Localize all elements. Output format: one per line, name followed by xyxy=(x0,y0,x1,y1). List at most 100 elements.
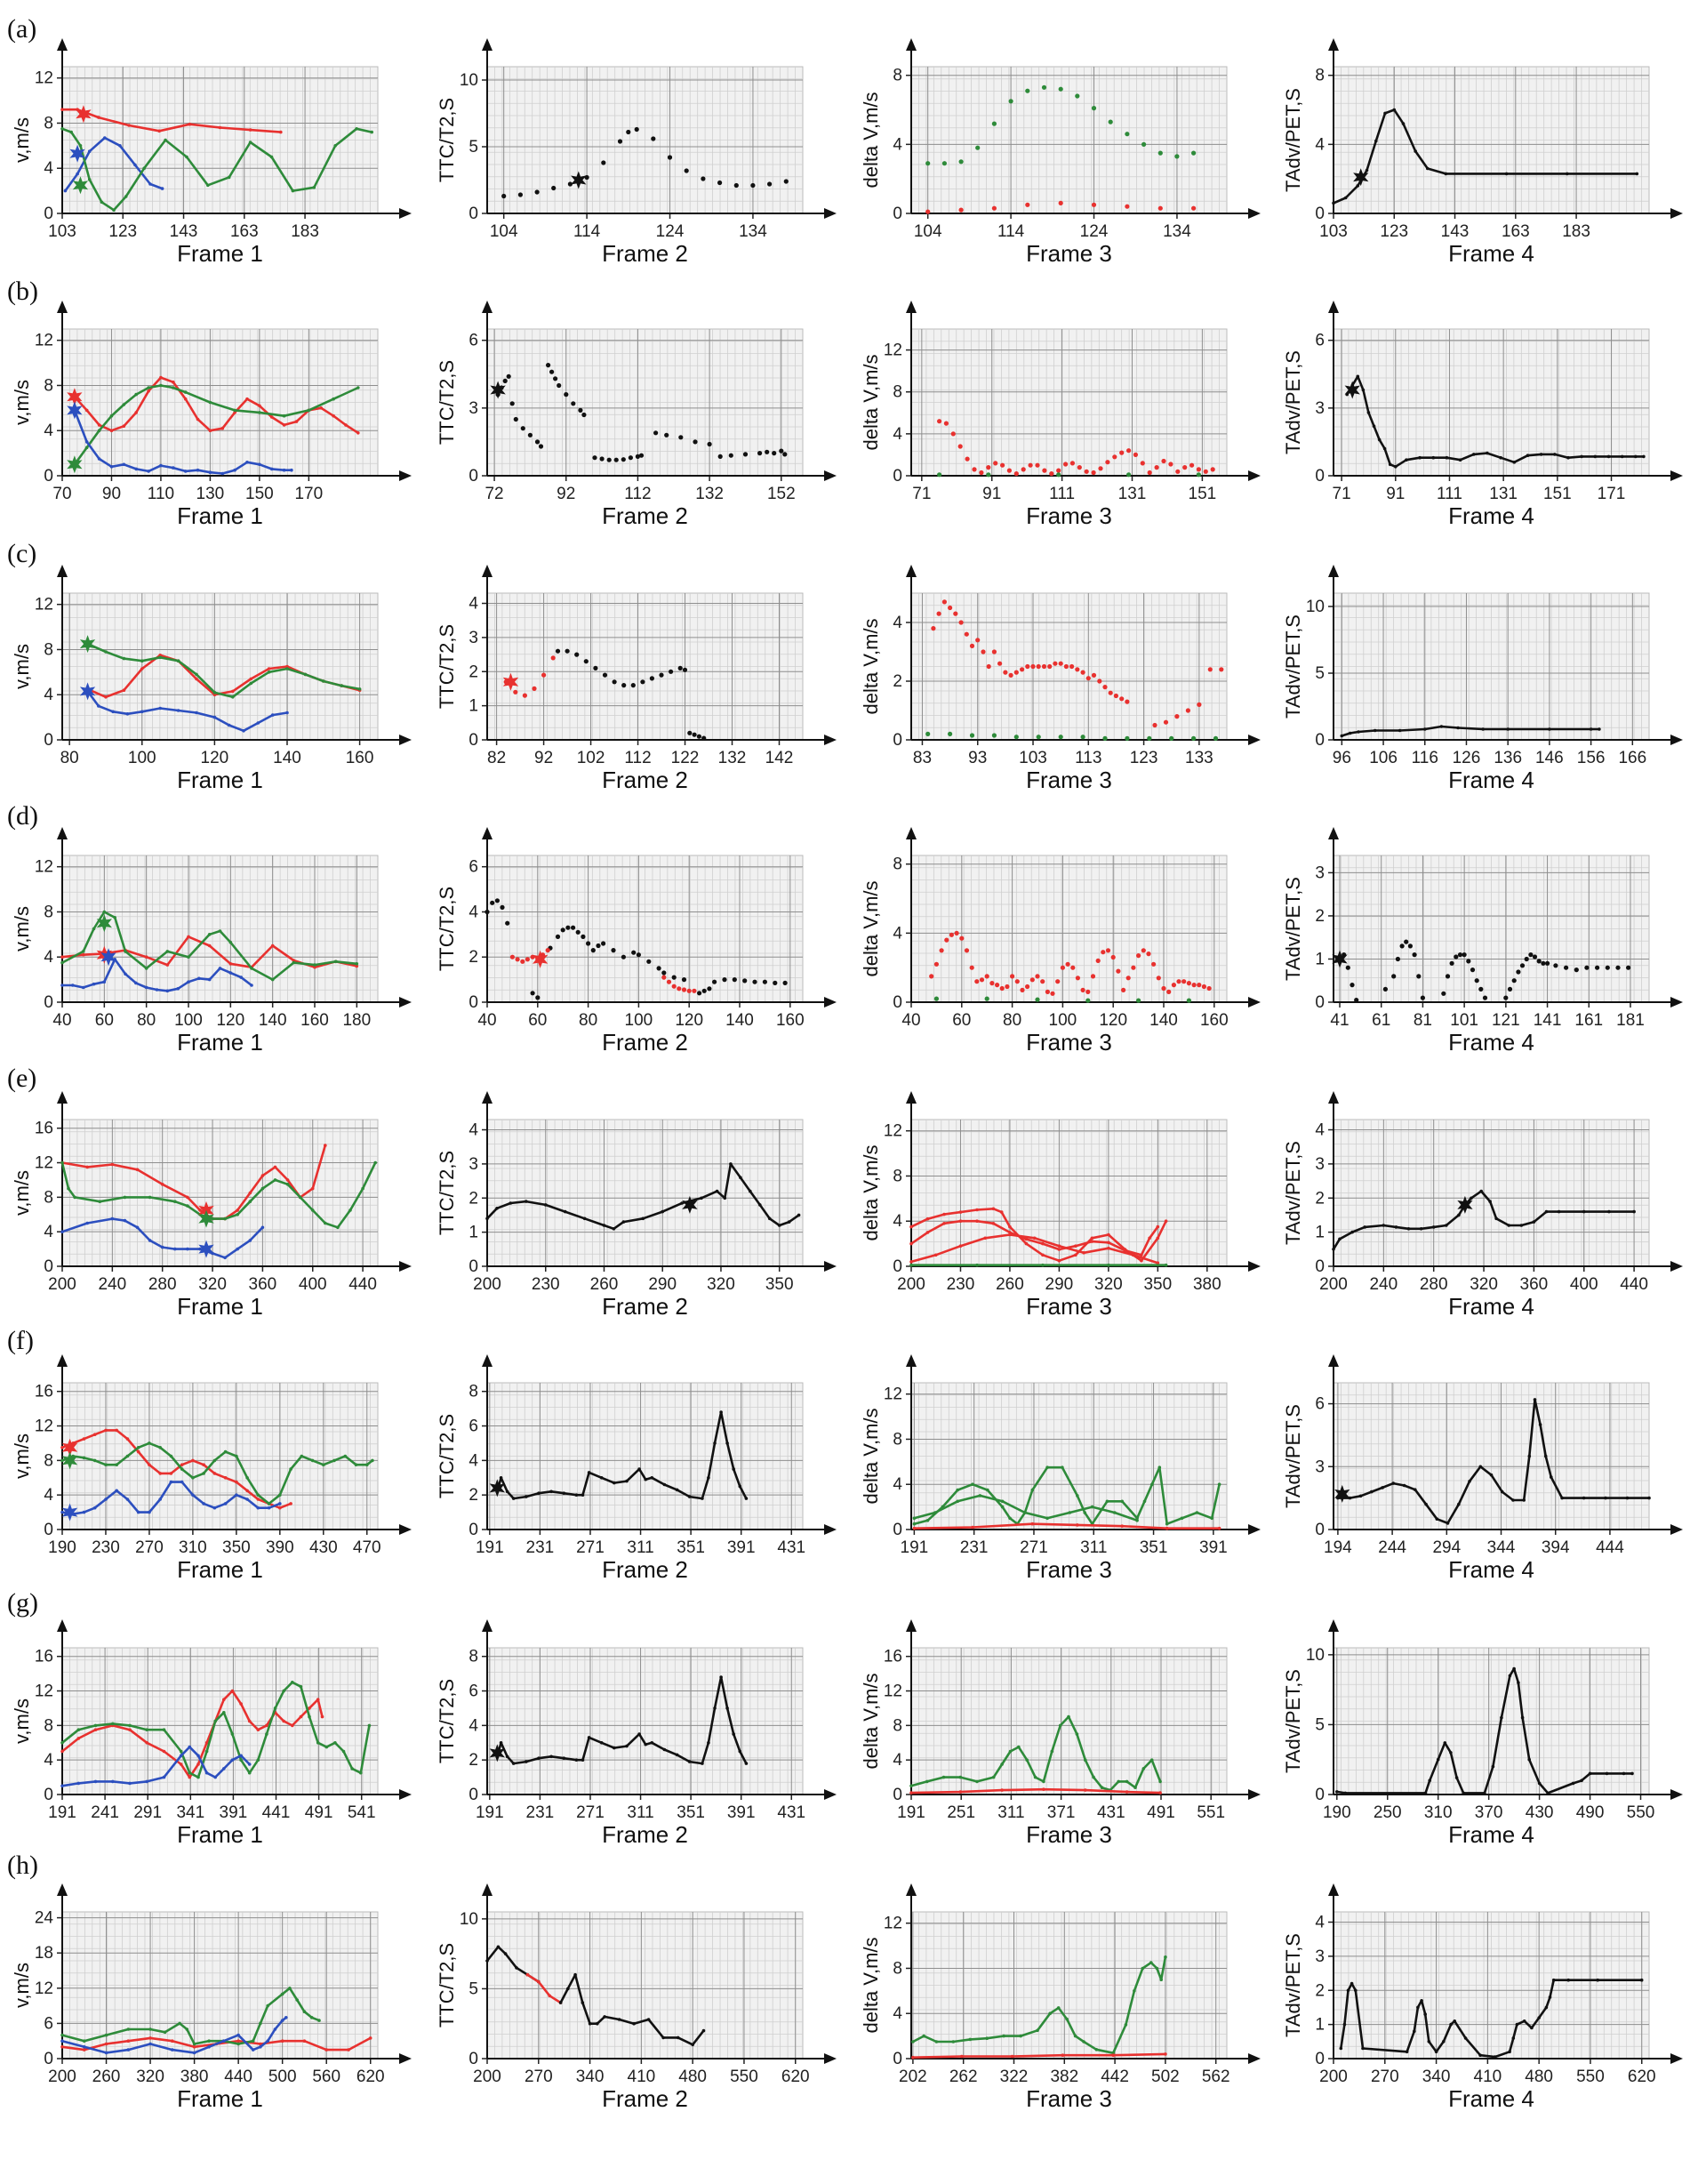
data-point xyxy=(87,178,92,181)
data-point xyxy=(599,1476,604,1480)
data-point xyxy=(313,965,316,969)
x-tick-label: 160 xyxy=(776,1011,805,1030)
y-axis-label: TAdv/PET,S xyxy=(1282,1933,1304,2037)
data-point xyxy=(1354,998,1359,1003)
series-green2 xyxy=(912,1494,1139,1522)
x-tick-label: 240 xyxy=(98,1275,126,1294)
y-tick-label: 2 xyxy=(893,672,902,691)
data-point xyxy=(1020,667,1025,672)
data-point xyxy=(1539,453,1543,456)
data-point xyxy=(1520,1715,1525,1720)
x-tick-label: 163 xyxy=(1502,222,1530,241)
data-point xyxy=(701,1762,704,1765)
x-tick-label: 370 xyxy=(1475,1803,1503,1822)
data-point xyxy=(752,979,757,984)
y-axis-label: v,m/s xyxy=(11,644,33,689)
data-point xyxy=(522,693,528,698)
data-point xyxy=(621,1220,626,1224)
data-point xyxy=(500,904,505,911)
y-tick-label: 8 xyxy=(44,1451,53,1470)
data-point xyxy=(1388,462,1392,467)
data-point xyxy=(1090,974,1096,979)
data-point xyxy=(1157,205,1163,211)
event-star-marker xyxy=(682,1195,698,1214)
data-point xyxy=(1107,1263,1110,1267)
data-point xyxy=(713,1706,717,1710)
x-tick-label: 294 xyxy=(1432,1538,1461,1557)
data-point xyxy=(991,733,997,738)
x-axis-arrow xyxy=(1248,997,1261,1008)
x-tick-label: 151 xyxy=(1543,485,1572,503)
series-black xyxy=(485,898,788,1000)
data-point xyxy=(958,1210,963,1214)
data-point xyxy=(1458,458,1462,462)
x-tick-label: 430 xyxy=(1526,1803,1554,1822)
data-point xyxy=(125,712,130,716)
data-point xyxy=(1176,979,1181,984)
event-star-marker xyxy=(198,1209,214,1228)
data-point xyxy=(125,1437,130,1441)
data-point xyxy=(1625,1496,1630,1500)
data-point xyxy=(1372,424,1376,429)
series-red xyxy=(912,1522,1221,1530)
data-point xyxy=(310,1186,315,1191)
data-point xyxy=(256,1497,260,1501)
data-point xyxy=(717,180,723,186)
data-point xyxy=(122,688,126,692)
series-line xyxy=(61,1441,373,1506)
data-point xyxy=(126,2027,131,2031)
x-tick-label: 80 xyxy=(137,1011,156,1030)
series-TAdv xyxy=(1337,939,1631,1003)
data-point xyxy=(925,1216,930,1221)
data-point xyxy=(532,686,537,692)
data-point xyxy=(97,457,101,461)
data-point xyxy=(661,975,667,980)
data-point xyxy=(1070,965,1076,970)
data-point xyxy=(1067,1714,1070,1719)
data-point xyxy=(128,1723,132,1728)
x-tick-label: 170 xyxy=(294,485,323,503)
data-point xyxy=(176,709,180,712)
data-point xyxy=(687,730,693,735)
data-point xyxy=(650,1476,654,1480)
series-line xyxy=(61,1746,251,1787)
x-tick-label: 61 xyxy=(1372,1011,1390,1030)
data-point xyxy=(505,1489,509,1494)
data-point xyxy=(333,144,338,148)
x-tick-label: 134 xyxy=(1163,222,1191,241)
data-point xyxy=(208,400,212,405)
data-point xyxy=(686,988,692,993)
data-point xyxy=(596,943,601,949)
series-green xyxy=(73,383,360,467)
y-axis-arrow xyxy=(482,1354,493,1367)
data-point xyxy=(162,1749,166,1754)
data-point xyxy=(581,412,587,418)
data-point xyxy=(1161,985,1166,992)
data-point xyxy=(159,463,163,468)
data-point xyxy=(934,2040,939,2043)
x-tick-label: 114 xyxy=(997,222,1025,241)
data-point xyxy=(176,659,180,662)
data-point xyxy=(270,943,275,948)
data-point xyxy=(118,144,122,148)
series-red xyxy=(929,930,1212,996)
data-point xyxy=(291,1723,294,1728)
data-point xyxy=(284,2016,288,2019)
data-point xyxy=(180,1467,184,1471)
data-point xyxy=(84,446,89,450)
y-tick-label: 1 xyxy=(469,1224,478,1242)
data-point xyxy=(1058,661,1063,666)
x-tick-label: 190 xyxy=(48,1538,76,1557)
y-tick-label: 5 xyxy=(1315,664,1325,683)
data-point xyxy=(282,1689,286,1693)
data-point xyxy=(1420,995,1425,1000)
data-point xyxy=(583,659,589,664)
data-point xyxy=(969,965,974,970)
data-point xyxy=(525,957,531,962)
data-point xyxy=(1527,1757,1531,1762)
x-tick-label: 380 xyxy=(1193,1275,1221,1294)
data-point xyxy=(565,648,570,654)
data-point xyxy=(1399,943,1405,949)
data-point xyxy=(599,1741,604,1745)
data-point xyxy=(550,655,556,661)
